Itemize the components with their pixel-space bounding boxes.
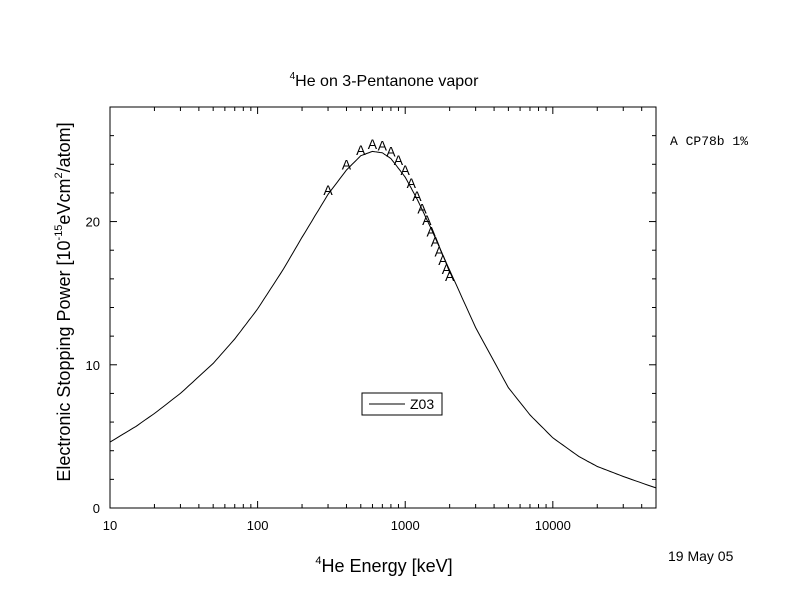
cp78b-marker: A — [435, 244, 445, 260]
legend-box: Z03 — [361, 392, 443, 416]
cp78b-marker: A — [356, 142, 366, 158]
date-annotation: 19 May 05 — [668, 548, 734, 564]
cp78b-marker: A — [417, 201, 427, 217]
cp78b-marker: A — [442, 261, 452, 277]
chart-title-superscript: 4 — [290, 71, 296, 82]
y-axis-label-part3: /atom] — [54, 122, 74, 172]
chart-title: 4He on 3-Pentanone vapor — [290, 71, 479, 90]
cp78b-marker: A — [368, 136, 378, 152]
x-axis-ticks: 10 100 1000 10000 — [103, 107, 657, 533]
cp78b-marker: A — [422, 212, 432, 228]
cp78b-marker: A — [323, 182, 333, 198]
y-axis-ticks: 0 10 20 — [86, 106, 656, 516]
cp78b-marker: A — [407, 175, 417, 191]
y-tick-label: 10 — [86, 358, 100, 373]
cp78b-marker: A — [394, 152, 404, 168]
plot-frame — [109, 106, 657, 509]
z03-curve — [109, 150, 657, 489]
x-tick-label: 100 — [247, 518, 269, 533]
y-axis-label-part1: Electronic Stopping Power [10 — [54, 240, 74, 481]
plot-border — [109, 106, 657, 509]
x-axis-label-text: He Energy [keV] — [322, 556, 453, 576]
cp78b-marker: A — [386, 143, 396, 159]
series-z03 — [109, 150, 657, 489]
cp78b-marker: A — [431, 234, 441, 250]
chart-title-text: He on 3-Pentanone vapor — [295, 73, 479, 90]
cp78b-marker: A — [412, 188, 422, 204]
y-axis-label-sup1: -15 — [53, 225, 65, 241]
x-tick-label: 1000 — [391, 518, 420, 533]
x-tick-label: 10000 — [535, 518, 571, 533]
legend-label-cp78b: A CP78b 1% — [670, 134, 748, 149]
x-axis-label-superscript: 4 — [315, 555, 321, 567]
y-axis-label-sup2: 2 — [53, 172, 65, 178]
cp78b-marker: A — [342, 156, 352, 172]
cp78b-marker: A — [445, 268, 455, 284]
legend-label-z03: Z03 — [410, 396, 434, 412]
y-tick-label: 20 — [86, 215, 100, 230]
x-tick-label: 10 — [103, 518, 117, 533]
cp78b-marker: A — [427, 224, 437, 240]
y-tick-label: 0 — [93, 501, 100, 516]
cp78b-marker: A — [378, 138, 388, 154]
y-axis-label: Electronic Stopping Power [10-15eVcm2/at… — [53, 122, 74, 481]
y-axis-label-part2: eVcm — [54, 179, 74, 225]
cp78b-marker: A — [438, 252, 448, 268]
cp78b-marker: A — [401, 162, 411, 178]
x-axis-label: 4He Energy [keV] — [315, 555, 452, 576]
